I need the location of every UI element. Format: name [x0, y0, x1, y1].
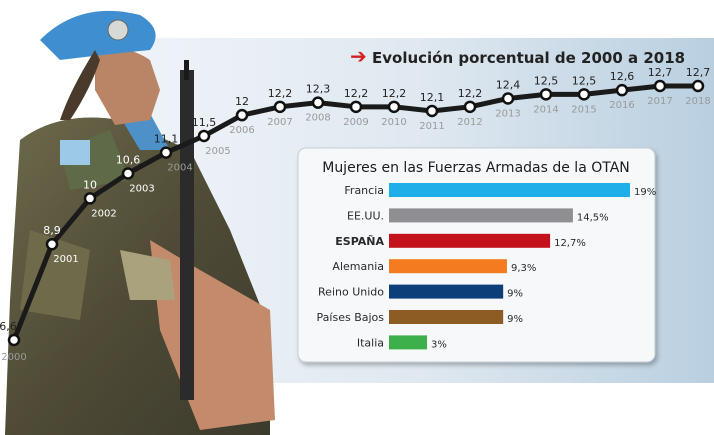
- data-point-2002: [83, 192, 97, 205]
- year-label: 2009: [343, 117, 368, 128]
- data-point-2010: [387, 100, 401, 114]
- point-value-label: 11,1: [154, 133, 179, 146]
- year-label: 2018: [685, 96, 710, 107]
- year-label: 2006: [229, 125, 254, 136]
- point-value-label: 10,6: [116, 153, 141, 166]
- data-point-2014: [539, 88, 553, 101]
- year-label: 2008: [305, 113, 330, 124]
- data-point-2008: [311, 96, 325, 109]
- data-point-2005: [197, 129, 211, 143]
- point-value-label: 12,3: [306, 83, 331, 96]
- bar-category-label: Alemania: [332, 260, 384, 273]
- line-chart-title: ➔ Evolución porcentual de 2000 a 2018: [350, 44, 685, 68]
- year-label: 2015: [571, 104, 596, 115]
- data-point-2012: [463, 100, 477, 114]
- bar-chart-panel: [297, 147, 656, 363]
- data-point-2004: [159, 146, 173, 159]
- year-label: 2012: [457, 117, 482, 128]
- bar-value-label: 19%: [634, 187, 656, 198]
- data-point-2009: [349, 100, 363, 114]
- point-value-label: 12: [235, 95, 249, 108]
- point-value-label: 12,2: [458, 87, 483, 100]
- red-arrow-icon: ➔: [350, 44, 367, 68]
- year-label: 2005: [205, 146, 230, 157]
- data-point-2017: [653, 79, 667, 93]
- point-value-label: 12,2: [344, 87, 369, 100]
- bar-value-label: 9,3%: [511, 263, 536, 274]
- data-point-2003: [121, 167, 135, 180]
- point-value-label: 12,2: [268, 87, 293, 100]
- data-point-2013: [501, 92, 515, 105]
- bar-eeuu: [389, 208, 573, 223]
- data-point-2007: [273, 100, 287, 114]
- bar-category-label: EE.UU.: [347, 209, 384, 222]
- line-title-text: Evolución porcentual de 2000 a 2018: [372, 49, 685, 67]
- year-label: 2017: [647, 96, 672, 107]
- year-label: 2004: [167, 163, 192, 174]
- year-label: 2013: [495, 108, 520, 119]
- bar-category-label: Reino Unido: [318, 286, 384, 299]
- year-label: 2011: [419, 121, 444, 132]
- point-value-label: 11,5: [192, 116, 217, 129]
- year-label: 2016: [609, 100, 634, 111]
- data-point-2000: [7, 333, 21, 347]
- year-label: 2000: [1, 352, 26, 363]
- point-value-label: 12,5: [534, 74, 559, 87]
- year-label: 2007: [267, 117, 292, 128]
- year-label: 2001: [53, 254, 78, 265]
- bar-category-label: Países Bajos: [317, 311, 385, 324]
- point-value-label: 12,4: [496, 78, 521, 91]
- soldier-illustration: [5, 10, 275, 435]
- bar-pasesbajos: [389, 310, 504, 324]
- year-label: 2003: [129, 183, 154, 194]
- point-value-label: 12,2: [382, 87, 407, 100]
- data-point-2006: [235, 108, 249, 122]
- data-point-2018: [691, 79, 705, 93]
- bar-reinounido: [389, 284, 504, 299]
- bar-category-label: ESPAÑA: [335, 235, 384, 248]
- bar-value-label: 12,7%: [554, 238, 586, 249]
- bar-francia: [389, 183, 630, 197]
- data-point-2015: [577, 88, 591, 101]
- data-point-2011: [425, 104, 439, 118]
- bar-category-label: Italia: [357, 336, 384, 349]
- bar-alemania: [389, 259, 507, 274]
- bar-series: Francia 19% EE.UU. 14,5% ESPAÑA 12,7% Alemania…: [317, 183, 656, 350]
- year-label: 2014: [533, 104, 558, 115]
- bar-category-label: Francia: [344, 184, 384, 197]
- year-label: 2010: [381, 117, 406, 128]
- point-value-label: 12,5: [572, 74, 597, 87]
- bar-value-label: 9%: [507, 289, 523, 300]
- bar-espaa: [389, 233, 551, 248]
- bar-value-label: 14,5%: [577, 212, 609, 223]
- point-value-label: 12,1: [420, 91, 445, 104]
- line-series: 6,6 2000 8,9 2001 10 2002 10,6 2003 11,1 2004 11,5…: [0, 66, 711, 363]
- data-point-2016: [615, 83, 629, 97]
- point-value-label: 8,9: [43, 224, 61, 237]
- year-label: 2002: [91, 208, 116, 219]
- bar-italia: [389, 335, 428, 350]
- point-value-label: 6,6: [0, 320, 17, 333]
- data-point-2001: [45, 237, 59, 251]
- point-value-label: 12,7: [686, 66, 711, 79]
- bar-value-label: 3%: [431, 339, 447, 350]
- point-value-label: 12,6: [610, 70, 635, 83]
- bar-chart-title: Mujeres en las Fuerzas Armadas de la OTA…: [322, 160, 630, 176]
- bar-value-label: 9%: [507, 314, 523, 325]
- point-value-label: 12,7: [648, 66, 673, 79]
- point-value-label: 10: [83, 178, 97, 191]
